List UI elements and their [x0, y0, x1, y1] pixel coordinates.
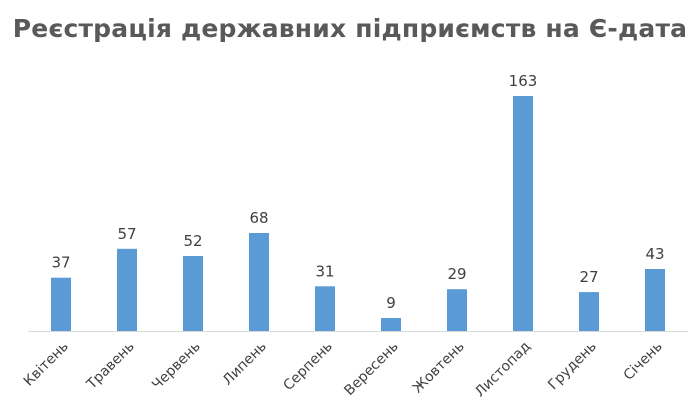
- data-label-8: 163: [509, 72, 538, 90]
- tick-labels-group: Квітень Травень Червень Липень Серпень Вересе…: [21, 339, 666, 401]
- bar-4: [249, 233, 269, 331]
- bar-2: [117, 248, 137, 331]
- bar-3: [183, 256, 203, 331]
- bar-10: [645, 269, 665, 331]
- x-tick-label-3: Червень: [149, 339, 204, 394]
- chart-title: Реєстрація державних підприємств на Є-да…: [12, 14, 688, 43]
- bars-group: [51, 96, 665, 331]
- x-tick-label-1: Квітень: [21, 339, 72, 390]
- bar-8: [513, 96, 533, 331]
- data-label-3: 52: [183, 232, 202, 250]
- data-label-5: 31: [315, 262, 334, 280]
- x-tick-label-5: Серпень: [280, 339, 335, 394]
- data-label-4: 68: [249, 209, 268, 227]
- bar-6: [381, 318, 401, 331]
- bar-1: [51, 277, 71, 331]
- x-tick-label-2: Травень: [83, 339, 138, 394]
- bar-9: [579, 292, 599, 331]
- x-tick-label-6: Вересень: [341, 339, 401, 399]
- data-label-7: 29: [447, 265, 466, 283]
- bar-5: [315, 286, 335, 331]
- data-label-10: 43: [645, 245, 664, 263]
- data-label-9: 27: [579, 268, 598, 286]
- data-label-2: 57: [117, 225, 136, 243]
- x-tick-label-4: Липень: [220, 339, 270, 389]
- data-label-1: 37: [51, 254, 70, 272]
- bar-7: [447, 289, 467, 331]
- data-labels-group: 37 57 52 68 31 9 29 163 27 43: [51, 72, 664, 312]
- x-tick-label-8: Листопад: [472, 339, 534, 401]
- data-label-6: 9: [386, 294, 396, 312]
- x-tick-label-7: Жовтень: [410, 339, 468, 397]
- x-tick-label-9: Грудень: [545, 339, 600, 394]
- x-tick-label-10: Січень: [621, 339, 666, 384]
